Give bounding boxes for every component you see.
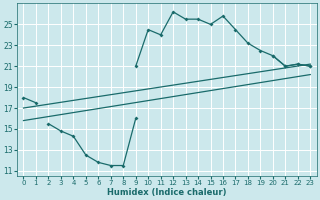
X-axis label: Humidex (Indice chaleur): Humidex (Indice chaleur) [107,188,227,197]
